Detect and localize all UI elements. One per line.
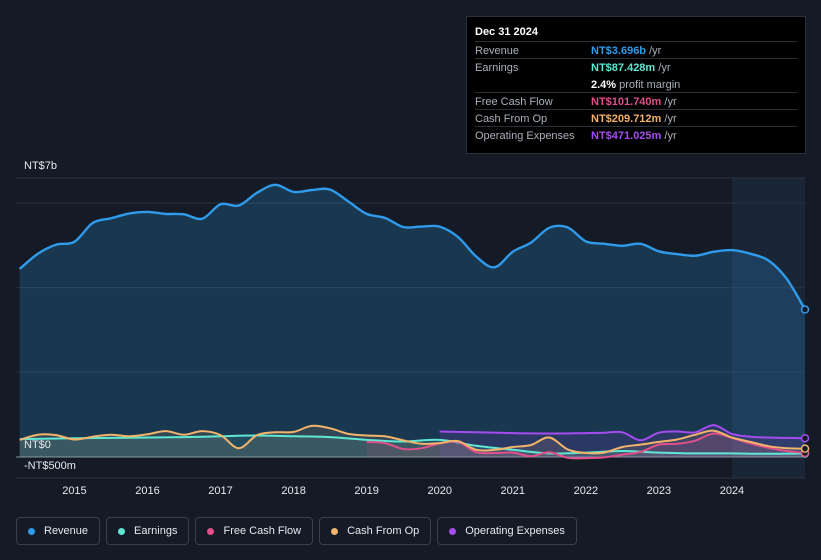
legend: Revenue Earnings Free Cash Flow Cash Fro…: [16, 517, 577, 545]
forecast-region: [731, 178, 805, 478]
tooltip-date: Dec 31 2024: [475, 26, 538, 38]
y-axis-top-label: NT$7b: [24, 160, 58, 172]
tooltip-value: NT$209.712m /yr: [591, 113, 677, 125]
earnings-dot-icon: [118, 527, 126, 535]
tooltip-value: NT$471.025m /yr: [591, 130, 677, 142]
x-tick-label: 2015: [62, 485, 87, 497]
tooltip-row-cash-from-op: Cash From Op NT$209.712m /yr: [475, 109, 797, 127]
x-tick-label: 2017: [208, 485, 233, 497]
legend-label: Revenue: [44, 525, 89, 537]
x-tick-label: 2024: [719, 485, 745, 497]
cash-from-op-dot-icon: [331, 527, 339, 535]
cash-from-op-line: [19, 424, 806, 455]
x-tick-label: 2016: [135, 485, 160, 497]
series-endpoints: [800, 305, 810, 458]
y-axis-bottom-label: -NT$500m: [24, 460, 76, 472]
legend-item-earnings[interactable]: Earnings: [106, 517, 190, 545]
tooltip-label: Cash From Op: [475, 113, 548, 125]
x-tick-label: 2018: [281, 485, 306, 497]
tooltip-value: 2.4% profit margin: [591, 79, 681, 91]
tooltip-value: NT$87.428m /yr: [591, 62, 671, 74]
x-tick-label: 2019: [354, 485, 379, 497]
legend-label: Free Cash Flow: [223, 525, 302, 537]
tooltip-label: Free Cash Flow: [475, 96, 553, 108]
tooltip-label: Earnings: [475, 62, 519, 74]
tooltip-row-revenue: Revenue NT$3.696b /yr: [475, 41, 797, 59]
tooltip-row-margin: 2.4% profit margin: [475, 75, 797, 93]
tooltip-label: Revenue: [475, 45, 520, 57]
tooltip-label: Operating Expenses: [475, 130, 575, 142]
operating-expenses-line: [439, 424, 806, 442]
gridlines: [16, 177, 805, 479]
operating-expenses-dot-icon: [449, 527, 457, 535]
legend-item-revenue[interactable]: Revenue: [16, 517, 101, 545]
cash-from-op-endpoint: [800, 444, 810, 453]
x-tick-label: 2020: [427, 485, 452, 497]
free-cash-flow-area: [366, 433, 805, 459]
x-tick-label: 2021: [500, 485, 526, 497]
legend-label: Cash From Op: [347, 525, 420, 537]
x-tick-label: 2023: [646, 485, 672, 497]
earnings-line: [19, 434, 806, 455]
tooltip-row-operating-expenses: Operating Expenses NT$471.025m /yr: [475, 126, 797, 144]
legend-label: Operating Expenses: [465, 525, 565, 537]
tooltip-panel: Dec 31 2024 Revenue NT$3.696b /yr Earnin…: [466, 16, 806, 154]
y-axis-zero-label: NT$0: [24, 439, 51, 451]
tooltip-row-free-cash-flow: Free Cash Flow NT$101.740m /yr: [475, 92, 797, 110]
x-tick-label: 2022: [573, 485, 599, 497]
revenue-line: [18, 183, 807, 311]
revenue-area: [19, 184, 805, 458]
revenue-endpoint: [800, 305, 810, 314]
series-areas: [19, 184, 805, 459]
legend-label: Earnings: [134, 525, 178, 537]
series-lines: [18, 183, 807, 460]
operating-expenses-endpoint: [800, 433, 810, 443]
legend-item-free-cash-flow[interactable]: Free Cash Flow: [195, 517, 314, 545]
tooltip-value: NT$3.696b /yr: [591, 45, 662, 57]
revenue-dot-icon: [28, 527, 35, 535]
free-cash-flow-dot-icon: [207, 527, 215, 535]
tooltip-row-earnings: Earnings NT$87.428m /yr: [475, 58, 797, 76]
legend-item-operating-expenses[interactable]: Operating Expenses: [437, 517, 577, 545]
chart-canvas: [16, 177, 810, 479]
tooltip-value: NT$101.740m /yr: [591, 96, 677, 108]
legend-item-cash-from-op[interactable]: Cash From Op: [319, 517, 432, 545]
